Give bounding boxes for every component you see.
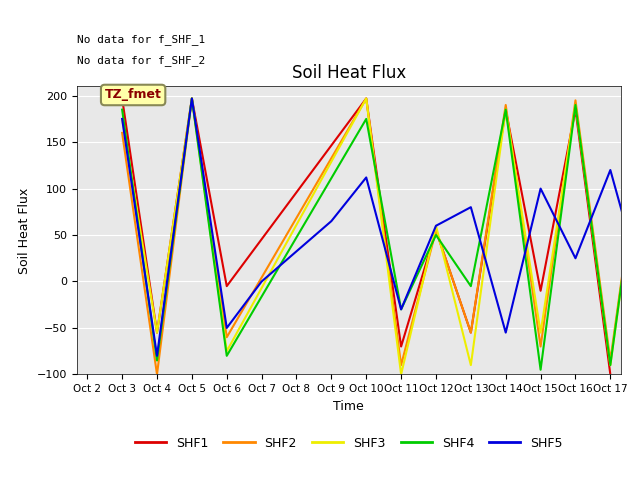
Title: Soil Heat Flux: Soil Heat Flux — [292, 64, 406, 82]
Text: TZ_fmet: TZ_fmet — [105, 88, 161, 101]
Text: No data for f_SHF_1: No data for f_SHF_1 — [77, 35, 205, 46]
Text: No data for f_SHF_2: No data for f_SHF_2 — [77, 55, 205, 66]
Legend: SHF1, SHF2, SHF3, SHF4, SHF5: SHF1, SHF2, SHF3, SHF4, SHF5 — [130, 432, 568, 455]
Y-axis label: Soil Heat Flux: Soil Heat Flux — [18, 187, 31, 274]
X-axis label: Time: Time — [333, 400, 364, 413]
